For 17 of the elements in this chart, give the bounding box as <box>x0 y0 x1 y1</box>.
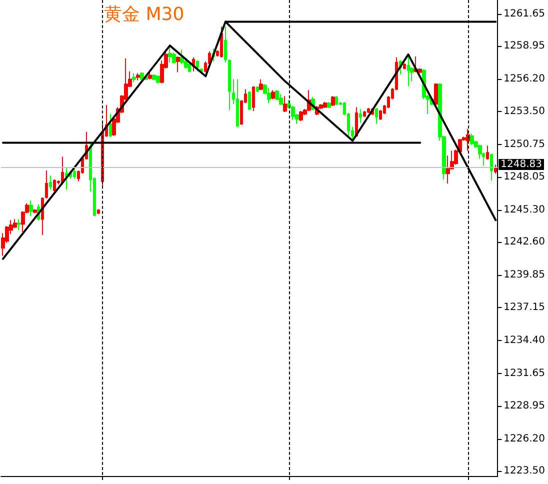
y-tick-label: 1234.40 <box>504 335 546 346</box>
y-tick-label: 1248.05 <box>504 171 546 182</box>
y-tick-label: 1226.20 <box>504 433 546 444</box>
y-tick-label: 1261.65 <box>504 8 546 20</box>
y-tick-label: 1223.50 <box>504 466 546 477</box>
y-tick-label: 1258.95 <box>504 40 546 52</box>
ref-line-label: 1248.83 <box>500 159 542 170</box>
y-tick-label: 1237.15 <box>504 302 546 314</box>
y-tick-label: 1250.75 <box>504 138 546 150</box>
chart-title: 黄金 M30 <box>104 4 184 26</box>
y-tick-label: 1245.30 <box>504 204 546 216</box>
y-tick-label: 1231.65 <box>504 368 546 379</box>
y-tick-label: 1242.60 <box>504 236 546 248</box>
y-tick-label: 1256.20 <box>504 74 546 85</box>
y-tick-label: 1228.95 <box>504 400 546 412</box>
y-tick-label: 1253.50 <box>504 106 546 118</box>
y-tick-label: 1239.85 <box>504 270 546 281</box>
